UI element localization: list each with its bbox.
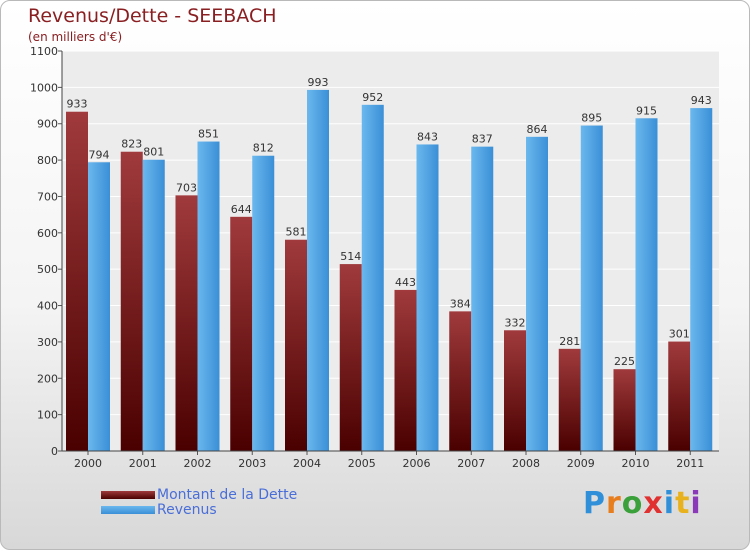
legend: Montant de la Dette Revenus <box>101 486 298 518</box>
data-label-revenus: 943 <box>691 94 712 107</box>
data-label-revenus: 851 <box>198 128 219 141</box>
data-label-dette: 301 <box>669 328 690 341</box>
bar-dette <box>120 151 143 451</box>
data-label-dette: 933 <box>67 98 88 111</box>
x-tick-label: 2009 <box>567 457 595 470</box>
bar-revenus <box>471 146 494 452</box>
data-label-dette: 281 <box>559 335 580 348</box>
data-label-revenus: 952 <box>362 91 383 104</box>
y-tick-label: 800 <box>37 154 58 167</box>
data-label-dette: 225 <box>614 355 635 368</box>
y-tick-label: 600 <box>37 227 58 240</box>
x-tick-label: 2011 <box>676 457 704 470</box>
y-tick-label: 1000 <box>30 81 58 94</box>
data-label-dette: 332 <box>505 316 526 329</box>
bar-dette <box>66 111 88 452</box>
x-tick-label: 2010 <box>622 457 650 470</box>
bar-revenus <box>580 125 603 451</box>
bar-dette <box>558 348 581 451</box>
bar-revenus <box>197 141 220 451</box>
chart-title: Revenus/Dette - SEEBACH <box>28 5 277 27</box>
legend-label-dette: Montant de la Dette <box>157 486 298 503</box>
bar-revenus <box>307 89 329 451</box>
y-tick-label: 0 <box>51 445 58 458</box>
legend-item-revenus: Revenus <box>101 501 297 518</box>
bar-dette <box>668 341 691 451</box>
bar-dette <box>504 330 526 451</box>
bar-dette <box>449 311 472 451</box>
bar-revenus <box>252 155 275 451</box>
y-tick-label: 1100 <box>30 45 58 58</box>
data-label-dette: 823 <box>121 138 142 151</box>
plot-area <box>62 51 719 451</box>
bar-revenus <box>416 144 439 452</box>
bar-revenus <box>526 136 548 451</box>
bar-dette <box>394 289 417 451</box>
bar-dette <box>285 239 307 451</box>
data-label-revenus: 801 <box>143 146 164 159</box>
x-tick-label: 2000 <box>74 457 102 470</box>
x-tick-label: 2004 <box>293 457 321 470</box>
data-label-revenus: 812 <box>253 142 274 155</box>
data-label-revenus: 864 <box>527 123 548 136</box>
legend-label-revenus: Revenus <box>157 501 217 518</box>
data-label-dette: 384 <box>450 297 471 310</box>
x-tick-label: 2008 <box>512 457 540 470</box>
data-label-revenus: 895 <box>581 112 602 125</box>
x-tick-label: 2002 <box>184 457 212 470</box>
y-tick-label: 300 <box>37 336 58 349</box>
bar-revenus <box>690 108 713 451</box>
data-label-revenus: 915 <box>636 104 657 117</box>
data-label-revenus: 837 <box>472 133 493 146</box>
y-tick-label: 500 <box>37 263 58 276</box>
y-tick-label: 200 <box>37 372 58 385</box>
bar-dette <box>613 369 636 451</box>
y-tick-label: 900 <box>37 118 58 131</box>
legend-swatch-revenus <box>101 505 155 514</box>
bar-dette <box>175 195 198 451</box>
data-label-dette: 443 <box>395 276 416 289</box>
x-tick-label: 2001 <box>129 457 157 470</box>
x-tick-label: 2005 <box>348 457 376 470</box>
bar-revenus <box>635 118 658 451</box>
bar-revenus <box>88 162 110 452</box>
bar-dette <box>339 264 362 451</box>
y-tick-label: 700 <box>37 190 58 203</box>
chart-subtitle: (en milliers d'€) <box>28 30 123 44</box>
bar-revenus <box>142 159 165 451</box>
x-tick-label: 2006 <box>403 457 431 470</box>
data-label-dette: 703 <box>176 181 197 194</box>
data-label-dette: 514 <box>340 250 361 263</box>
data-label-dette: 644 <box>231 203 252 216</box>
legend-item-dette: Montant de la Dette <box>101 486 298 503</box>
x-tick-label: 2007 <box>457 457 485 470</box>
y-tick-label: 400 <box>37 300 58 313</box>
y-tick-label: 100 <box>37 409 58 422</box>
bar-dette <box>230 216 253 451</box>
proxiti-logo: Proxiti <box>583 486 702 521</box>
data-label-dette: 581 <box>286 226 307 239</box>
bar-revenus <box>361 104 384 452</box>
data-label-revenus: 993 <box>308 76 329 89</box>
data-label-revenus: 843 <box>417 130 438 143</box>
legend-swatch-dette <box>101 490 155 499</box>
x-tick-label: 2003 <box>238 457 266 470</box>
data-label-revenus: 794 <box>89 148 110 161</box>
